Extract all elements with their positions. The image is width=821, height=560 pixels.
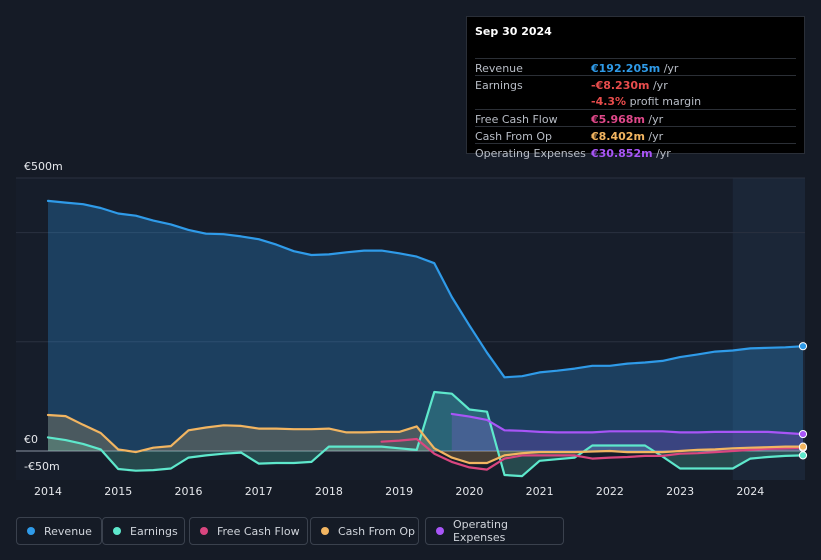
forecast-shade	[732, 178, 805, 480]
tooltip-value: €192.205m /yr	[591, 62, 679, 75]
x-tick-label: 2024	[736, 485, 764, 498]
tooltip-row: Free Cash Flow €5.968m /yr	[475, 109, 796, 127]
tooltip-value: -€8.230m /yr	[591, 79, 668, 92]
tooltip-row: Cash From Op €8.402m /yr	[475, 126, 796, 144]
tooltip-label: Revenue	[475, 62, 523, 75]
y-tick-label: €500m	[24, 160, 63, 173]
legend-item[interactable]: Earnings	[102, 517, 185, 545]
series-endpoint	[798, 442, 808, 451]
tooltip-row: Earnings -€8.230m /yr	[475, 75, 796, 93]
series-area	[451, 413, 803, 451]
legend-label: Free Cash Flow	[217, 524, 300, 538]
x-tick-label: 2015	[104, 485, 132, 498]
legend-item[interactable]: Revenue	[16, 517, 102, 545]
tooltip-value: €5.968m /yr	[591, 113, 664, 126]
plot-area	[16, 178, 805, 480]
series-area	[48, 392, 803, 477]
x-tick-label: 2016	[174, 485, 202, 498]
series-line	[46, 199, 805, 379]
tooltip-label: Earnings	[475, 79, 523, 92]
legend-dot-icon	[27, 527, 35, 535]
tooltip-label: Operating Expenses	[475, 147, 586, 160]
tooltip-row: Operating Expenses €30.852m /yr	[475, 143, 796, 161]
legend-dot-icon	[200, 527, 208, 535]
tooltip-row: -4.3% profit margin	[475, 92, 796, 109]
series-line	[46, 390, 805, 478]
x-tick-label: 2019	[385, 485, 413, 498]
legend-label: Earnings	[130, 524, 178, 538]
legend-label: Cash From Op	[338, 524, 416, 538]
legend-dot-icon	[436, 527, 444, 535]
data-tooltip: Sep 30 2024 Revenue €192.205m /yr Earnings…	[466, 16, 805, 160]
tooltip-row: Revenue €192.205m /yr	[475, 58, 796, 76]
tooltip-value: €30.852m /yr	[591, 147, 671, 160]
legend-dot-icon	[321, 527, 329, 535]
tooltip-value: €8.402m /yr	[591, 130, 664, 143]
x-tick-label: 2021	[526, 485, 554, 498]
x-tick-label: 2018	[315, 485, 343, 498]
x-tick-label: 2022	[596, 485, 624, 498]
x-tick-label: 2023	[666, 485, 694, 498]
tooltip-date: Sep 30 2024	[475, 25, 552, 38]
series-endpoint	[798, 429, 808, 439]
x-tick-label: 2020	[455, 485, 483, 498]
series-line	[46, 413, 805, 465]
legend-item[interactable]: Free Cash Flow	[189, 517, 308, 545]
y-tick-label: €0	[24, 433, 38, 446]
tooltip-label: Cash From Op	[475, 130, 553, 143]
x-tick-label: 2014	[34, 485, 62, 498]
legend-dot-icon	[113, 527, 121, 535]
tooltip-label: Free Cash Flow	[475, 113, 558, 126]
tooltip-value: -4.3% profit margin	[591, 95, 702, 108]
legend-item[interactable]: Cash From Op	[310, 517, 419, 545]
legend-item[interactable]: Operating Expenses	[425, 517, 564, 545]
legend-label: Revenue	[44, 524, 92, 538]
series-line	[450, 412, 805, 436]
x-tick-label: 2017	[245, 485, 273, 498]
series-endpoint	[798, 342, 808, 351]
legend-label: Operating Expenses	[452, 518, 508, 544]
series-line	[380, 437, 805, 471]
series-endpoint	[798, 451, 808, 460]
series-area	[48, 200, 803, 451]
y-tick-label: -€50m	[24, 460, 60, 473]
